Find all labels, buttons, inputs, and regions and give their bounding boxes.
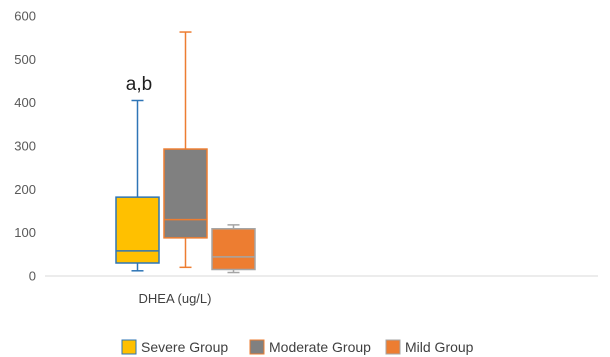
legend-swatch — [121, 339, 137, 355]
legend-item-severe-group: Severe Group — [121, 339, 228, 355]
y-tick-label: 400 — [14, 95, 36, 110]
y-tick-label: 100 — [14, 225, 36, 240]
box-mild-group — [211, 224, 256, 274]
legend-label: Moderate Group — [269, 339, 371, 355]
box-moderate-group — [163, 31, 208, 269]
y-tick-label: 200 — [14, 182, 36, 197]
y-tick-label: 600 — [14, 9, 36, 24]
legend-swatch — [385, 339, 401, 355]
y-tick-label: 0 — [29, 269, 36, 284]
iqr-box — [211, 228, 256, 271]
y-axis: 0 100 200 300 400 500 600 — [14, 9, 36, 284]
legend-label: Severe Group — [141, 339, 228, 355]
legend-label: Mild Group — [405, 339, 474, 355]
y-tick-label: 500 — [14, 52, 36, 67]
boxes — [115, 31, 256, 274]
category-label: DHEA (ug/L) — [139, 291, 212, 306]
y-tick-label: 300 — [14, 139, 36, 154]
legend-item-moderate-group: Moderate Group — [249, 339, 371, 355]
box-severe-group — [115, 99, 160, 272]
legend-swatch — [249, 339, 265, 355]
iqr-box — [163, 148, 208, 239]
legend: Severe Group Moderate Group Mild Group — [121, 339, 474, 355]
significance-annotation: a,b — [126, 74, 152, 95]
iqr-box — [115, 196, 160, 264]
legend-item-mild-group: Mild Group — [385, 339, 474, 355]
